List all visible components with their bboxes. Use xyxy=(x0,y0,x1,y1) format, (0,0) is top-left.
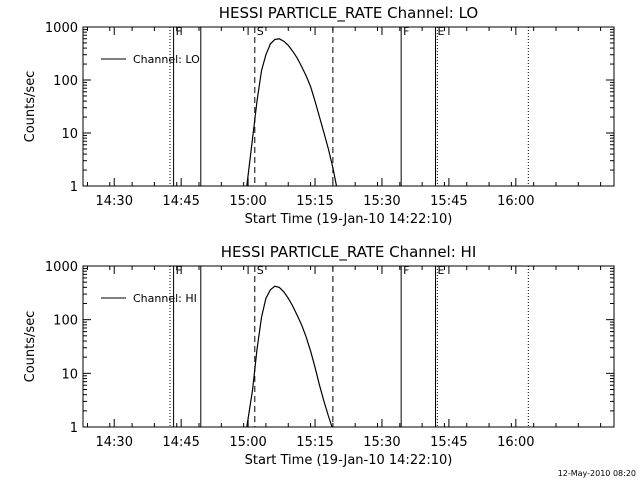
x-tick-label: 15:30 xyxy=(363,435,400,450)
chart-title: HESSI PARTICLE_RATE Channel: LO xyxy=(219,4,478,23)
event-marker-label: E xyxy=(438,264,445,277)
x-tick-label: 15:00 xyxy=(229,435,266,450)
x-tick-label: 15:15 xyxy=(296,194,333,209)
event-marker-label: F xyxy=(403,264,409,277)
y-axis-label: Counts/sec xyxy=(23,71,38,143)
y-tick-label: 100 xyxy=(53,314,78,329)
x-tick-label: 14:45 xyxy=(162,435,199,450)
x-tick-label: 15:15 xyxy=(296,435,333,450)
x-tick-label: 15:45 xyxy=(430,435,467,450)
series-line xyxy=(246,38,338,187)
legend-label: Channel: HI xyxy=(133,292,197,305)
series-line xyxy=(246,285,333,428)
plot-frame xyxy=(82,26,615,187)
event-marker-label: S xyxy=(257,25,264,38)
x-axis-label: Start Time (19-Jan-10 14:22:10) xyxy=(245,453,453,468)
y-tick-label: 1 xyxy=(70,421,78,436)
chart-title: HESSI PARTICLE_RATE Channel: HI xyxy=(221,243,477,262)
event-marker-label: S xyxy=(257,264,264,277)
y-tick-label: 1000 xyxy=(45,21,78,36)
chart-panel-2: HESSI PARTICLE_RATE Channel: HI Counts/se… xyxy=(23,243,615,468)
y-axis-label: Counts/sec xyxy=(23,311,38,383)
legend-label: Channel: LO xyxy=(133,53,200,66)
plot-frame xyxy=(82,265,615,428)
generation-timestamp: 12-May-2010 08:20 xyxy=(557,469,636,478)
x-tick-label: 15:30 xyxy=(363,194,400,209)
chart-panel-1: HESSI PARTICLE_RATE Channel: LO Counts/se… xyxy=(23,4,615,227)
x-axis-label: Start Time (19-Jan-10 14:22:10) xyxy=(245,212,453,227)
x-tick-label: 14:30 xyxy=(96,435,133,450)
y-tick-label: 1000 xyxy=(45,260,78,275)
event-marker-label: F xyxy=(176,25,182,38)
x-tick-label: 16:00 xyxy=(497,435,534,450)
y-tick-label: 100 xyxy=(53,74,78,89)
event-marker-label: F xyxy=(403,25,409,38)
y-tick-label: 1 xyxy=(70,180,78,195)
y-tick-label: 10 xyxy=(61,367,78,382)
x-tick-label: 14:30 xyxy=(96,194,133,209)
event-marker-label: E xyxy=(438,25,445,38)
x-tick-label: 15:45 xyxy=(430,194,467,209)
x-tick-label: 15:00 xyxy=(229,194,266,209)
y-tick-label: 10 xyxy=(61,127,78,142)
x-tick-label: 14:45 xyxy=(162,194,199,209)
event-marker-label: F xyxy=(176,264,182,277)
x-tick-label: 16:00 xyxy=(497,194,534,209)
